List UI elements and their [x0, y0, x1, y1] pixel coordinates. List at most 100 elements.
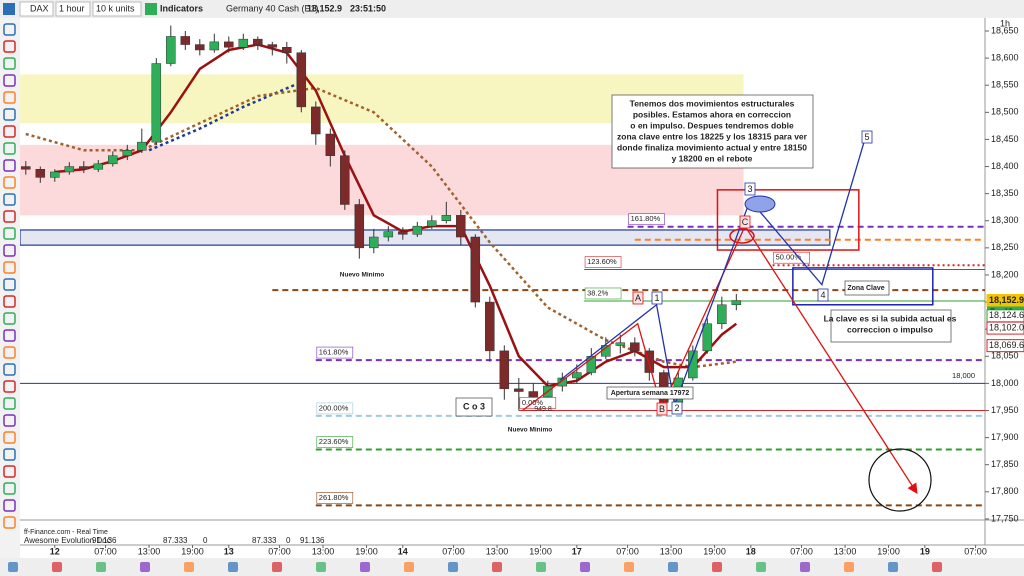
annotation-text: Tenemos dos movimientos estructurales — [630, 98, 795, 108]
y-tick-label: 18,400 — [991, 161, 1019, 171]
units[interactable]: 10 k units — [96, 3, 135, 13]
tool-icon[interactable] — [3, 380, 16, 393]
bottom-tool-icon[interactable] — [756, 562, 766, 572]
units-box[interactable] — [92, 1, 142, 17]
tool-icon[interactable] — [3, 499, 16, 512]
symbol-box[interactable] — [19, 1, 54, 17]
tool-icon[interactable] — [3, 278, 16, 291]
bottom-tool-icon[interactable] — [448, 562, 458, 572]
bottom-tool-icon[interactable] — [272, 562, 282, 572]
bottom-tool-icon[interactable] — [404, 562, 414, 572]
app-icon[interactable] — [3, 3, 15, 15]
tool-icon[interactable] — [3, 74, 16, 87]
tool-icon[interactable] — [3, 125, 16, 138]
bottom-tool-icon[interactable] — [580, 562, 590, 572]
bottom-tool-icon[interactable] — [316, 562, 326, 572]
tool-icon[interactable] — [3, 142, 16, 155]
tool-icon[interactable] — [3, 414, 16, 427]
tool-icon[interactable] — [3, 193, 16, 206]
level-label-box — [628, 213, 665, 226]
annotation-text: donde finaliza movimiento actual y entre… — [617, 142, 807, 152]
price-tag — [986, 339, 1024, 353]
last-price: 18,152.9 — [307, 3, 342, 13]
overlay-layer: 161.80%50.00%123.60%38.2%161.80%18,0000.… — [316, 94, 975, 512]
bottom-tool-icon[interactable] — [932, 562, 942, 572]
tool-icon[interactable] — [3, 57, 16, 70]
tool-icon[interactable] — [3, 329, 16, 342]
candle-body — [514, 388, 524, 392]
wave-label-box — [861, 130, 873, 144]
tool-icon[interactable] — [3, 91, 16, 104]
bottom-tool-icon[interactable] — [52, 562, 62, 572]
tool-icon[interactable] — [3, 482, 16, 495]
tool-icon[interactable] — [3, 312, 16, 325]
level-label-box — [316, 492, 354, 504]
bottom-tool-icon[interactable] — [360, 562, 370, 572]
timeframe[interactable]: 1 hour — [59, 3, 85, 13]
tool-icon[interactable] — [3, 465, 16, 478]
tool-icon[interactable] — [3, 346, 16, 359]
indicator-value: 87.333 — [163, 536, 188, 545]
tool-icon[interactable] — [3, 295, 16, 308]
x-tick-label: 13:00 — [138, 546, 161, 556]
tool-icon[interactable] — [3, 448, 16, 461]
tool-icon[interactable] — [3, 159, 16, 172]
bottom-tool-icon[interactable] — [536, 562, 546, 572]
wave-label-box — [651, 291, 663, 305]
bottom-tool-icon[interactable] — [96, 562, 106, 572]
x-tick-label: 13:00 — [660, 546, 683, 556]
bottom-tool-icon[interactable] — [140, 562, 150, 572]
wave-label-box — [744, 182, 756, 196]
bottom-tool-icon[interactable] — [668, 562, 678, 572]
bottom-tool-icon[interactable] — [228, 562, 238, 572]
bottom-tool-icon[interactable] — [184, 562, 194, 572]
footer: ff-Finance.com - Real Time — [24, 529, 108, 536]
indicators-button[interactable]: Indicators — [160, 3, 203, 13]
indicators-icon[interactable] — [145, 3, 157, 15]
x-tick-label: 19:00 — [181, 546, 204, 556]
price-tag-label: 18,102.0 — [989, 322, 1024, 332]
tool-icon[interactable] — [3, 261, 16, 274]
candle-body — [311, 106, 321, 135]
bottom-tool-icon[interactable] — [712, 562, 722, 572]
bottom-tool-icon[interactable] — [8, 562, 18, 572]
tool-icon[interactable] — [3, 176, 16, 189]
y-tick-label: 17,950 — [991, 405, 1019, 415]
x-tick-label: 19:00 — [703, 546, 726, 556]
candle-body — [64, 166, 75, 173]
candle-body — [427, 220, 437, 227]
bottom-tool-icon[interactable] — [492, 562, 502, 572]
level-label: 161.80% — [319, 348, 349, 357]
bottom-tool-icon[interactable] — [888, 562, 898, 572]
y-tick-label: 17,850 — [991, 459, 1019, 469]
wave-label: B — [659, 404, 665, 414]
level-label: 261.80% — [319, 493, 349, 502]
tool-icon[interactable] — [3, 227, 16, 240]
tool-icon[interactable] — [3, 23, 16, 36]
tool-icon[interactable] — [3, 431, 16, 444]
tool-icon[interactable] — [3, 210, 16, 223]
bottom-tool-icon[interactable] — [844, 562, 854, 572]
tool-icon[interactable] — [3, 40, 16, 53]
x-tick-label: 13:00 — [486, 546, 509, 556]
annotation-text: o en impulso. Despues tendremos doble — [630, 120, 794, 130]
symbol[interactable]: DAX — [30, 3, 49, 13]
tool-icon[interactable] — [3, 363, 16, 376]
x-tick-label: 19 — [920, 546, 930, 556]
bottom-tool-icon[interactable] — [624, 562, 634, 572]
x-tick-label: 18 — [746, 546, 756, 556]
tool-icon[interactable] — [3, 516, 16, 529]
candle-body — [528, 391, 539, 398]
candle-body — [180, 36, 191, 45]
price-tag-label: 18,152.9 — [989, 295, 1024, 305]
wave-label: 1 — [654, 293, 659, 303]
level-label-box — [773, 251, 810, 264]
bottom-tool-icon[interactable] — [800, 562, 810, 572]
tool-icon[interactable] — [3, 244, 16, 257]
x-tick-label: 07:00 — [964, 546, 987, 556]
candle-body — [456, 215, 466, 238]
tool-icon[interactable] — [3, 108, 16, 121]
candle-body — [137, 141, 147, 151]
tool-icon[interactable] — [3, 397, 16, 410]
timeframe-box[interactable] — [55, 1, 91, 17]
